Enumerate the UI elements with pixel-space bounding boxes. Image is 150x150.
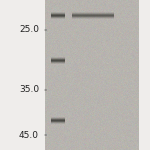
Text: 25.0: 25.0 — [19, 26, 39, 34]
Text: 35.0: 35.0 — [19, 85, 39, 94]
Text: 45.0: 45.0 — [19, 130, 39, 140]
